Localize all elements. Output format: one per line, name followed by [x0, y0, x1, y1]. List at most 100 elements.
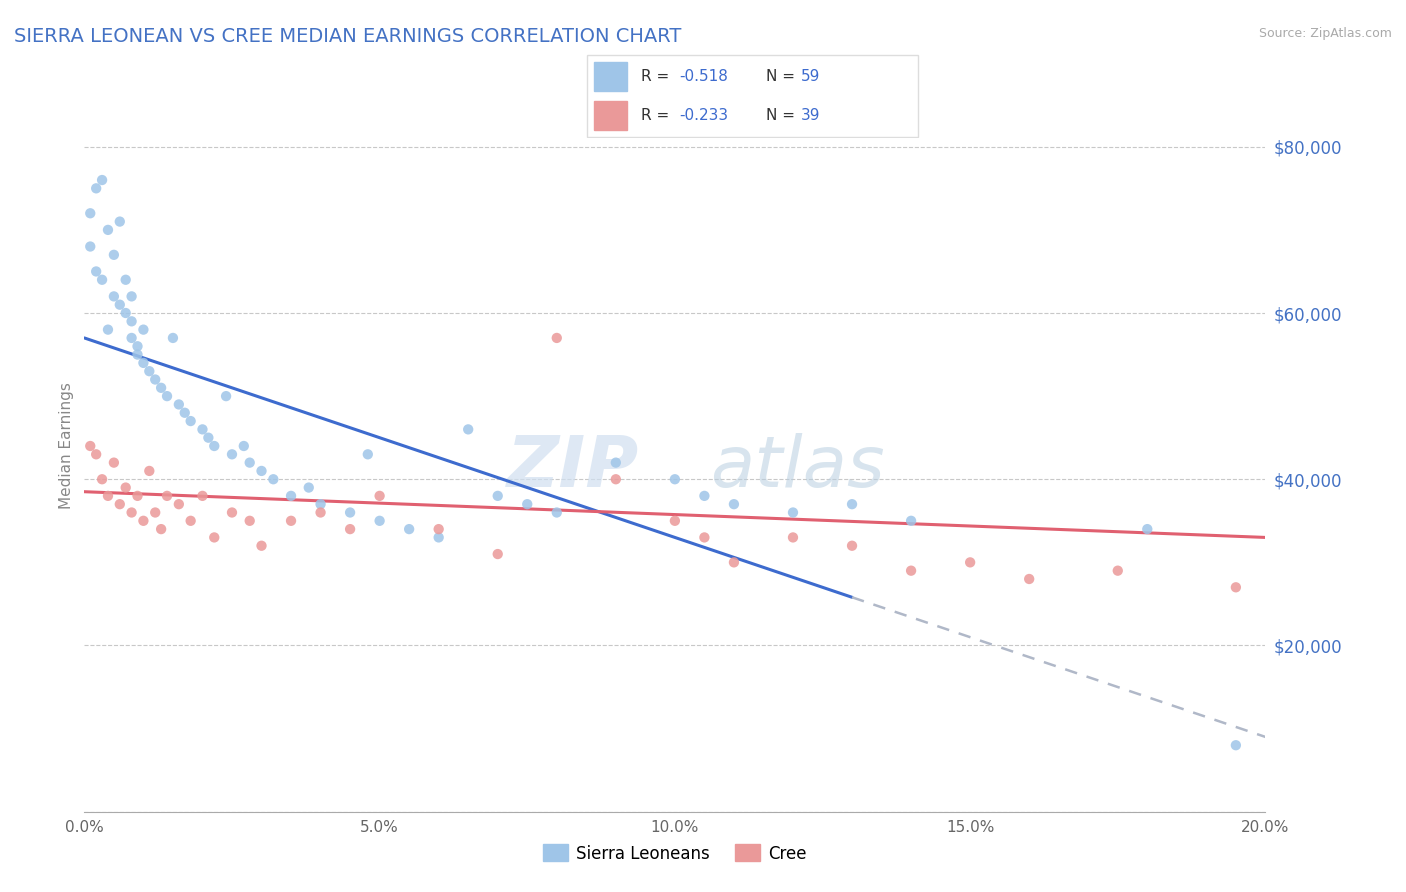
Point [150, 381, 173, 395]
Point [605, 456, 627, 470]
Point [167, 397, 190, 411]
Point [162, 331, 184, 345]
Point [103, 456, 125, 470]
Text: R =: R = [641, 108, 673, 123]
Point [191, 489, 214, 503]
Point [664, 514, 686, 528]
Point [215, 389, 238, 403]
Point [173, 406, 195, 420]
Point [339, 506, 361, 520]
Text: SIERRA LEONEAN VS CREE MEDIAN EARNINGS CORRELATION CHART: SIERRA LEONEAN VS CREE MEDIAN EARNINGS C… [14, 27, 682, 45]
Point [221, 447, 243, 461]
Point [486, 547, 509, 561]
Point [221, 506, 243, 520]
Point [959, 555, 981, 569]
Point [197, 431, 219, 445]
Text: N =: N = [766, 69, 800, 84]
Point [127, 489, 149, 503]
Point [398, 522, 420, 536]
Point [427, 530, 450, 544]
Point [121, 331, 143, 345]
Point [84, 264, 107, 278]
Point [114, 273, 136, 287]
Point [132, 323, 155, 337]
Point [309, 506, 332, 520]
Point [546, 331, 568, 345]
Point [97, 323, 120, 337]
Point [298, 481, 321, 495]
Point [180, 414, 202, 428]
Point [138, 364, 160, 378]
Text: R =: R = [641, 69, 673, 84]
Point [280, 514, 302, 528]
Point [1136, 522, 1159, 536]
Point [664, 472, 686, 486]
Text: ZIP: ZIP [508, 434, 640, 502]
Point [114, 481, 136, 495]
Point [180, 514, 202, 528]
Point [900, 514, 922, 528]
Point [1225, 580, 1247, 594]
Point [108, 497, 131, 511]
Point [239, 514, 262, 528]
Point [1107, 564, 1129, 578]
Point [143, 506, 166, 520]
Text: 39: 39 [801, 108, 821, 123]
Point [108, 214, 131, 228]
Point [605, 472, 627, 486]
Point [723, 497, 745, 511]
Bar [593, 62, 627, 91]
Point [156, 389, 179, 403]
Point [357, 447, 380, 461]
Point [427, 522, 450, 536]
Point [138, 464, 160, 478]
Point [280, 489, 302, 503]
Point [79, 206, 101, 220]
Point [516, 497, 538, 511]
Point [108, 298, 131, 312]
Point [97, 489, 120, 503]
Point [121, 289, 143, 303]
Point [693, 530, 716, 544]
Point [91, 472, 114, 486]
Point [239, 456, 262, 470]
Point [84, 447, 107, 461]
Point [191, 422, 214, 436]
Legend: Sierra Leoneans, Cree: Sierra Leoneans, Cree [536, 838, 814, 869]
Point [368, 514, 391, 528]
Point [486, 489, 509, 503]
Point [91, 273, 114, 287]
Point [79, 239, 101, 253]
Point [250, 539, 273, 553]
Point [103, 289, 125, 303]
Point [339, 522, 361, 536]
Bar [593, 101, 627, 130]
Point [693, 489, 716, 503]
Text: -0.233: -0.233 [679, 108, 728, 123]
Text: atlas: atlas [710, 434, 884, 502]
Point [262, 472, 284, 486]
Point [127, 339, 149, 353]
Text: N =: N = [766, 108, 800, 123]
Point [309, 497, 332, 511]
Point [132, 356, 155, 370]
Point [782, 530, 804, 544]
Point [103, 248, 125, 262]
Point [202, 439, 225, 453]
Point [1018, 572, 1040, 586]
Text: 59: 59 [801, 69, 821, 84]
Point [457, 422, 479, 436]
Point [841, 539, 863, 553]
Point [546, 506, 568, 520]
Point [114, 306, 136, 320]
Point [150, 522, 173, 536]
Point [132, 514, 155, 528]
Y-axis label: Median Earnings: Median Earnings [59, 383, 75, 509]
Point [1225, 738, 1247, 752]
Point [84, 181, 107, 195]
Point [232, 439, 254, 453]
Point [202, 530, 225, 544]
Point [723, 555, 745, 569]
Point [368, 489, 391, 503]
FancyBboxPatch shape [586, 55, 918, 136]
